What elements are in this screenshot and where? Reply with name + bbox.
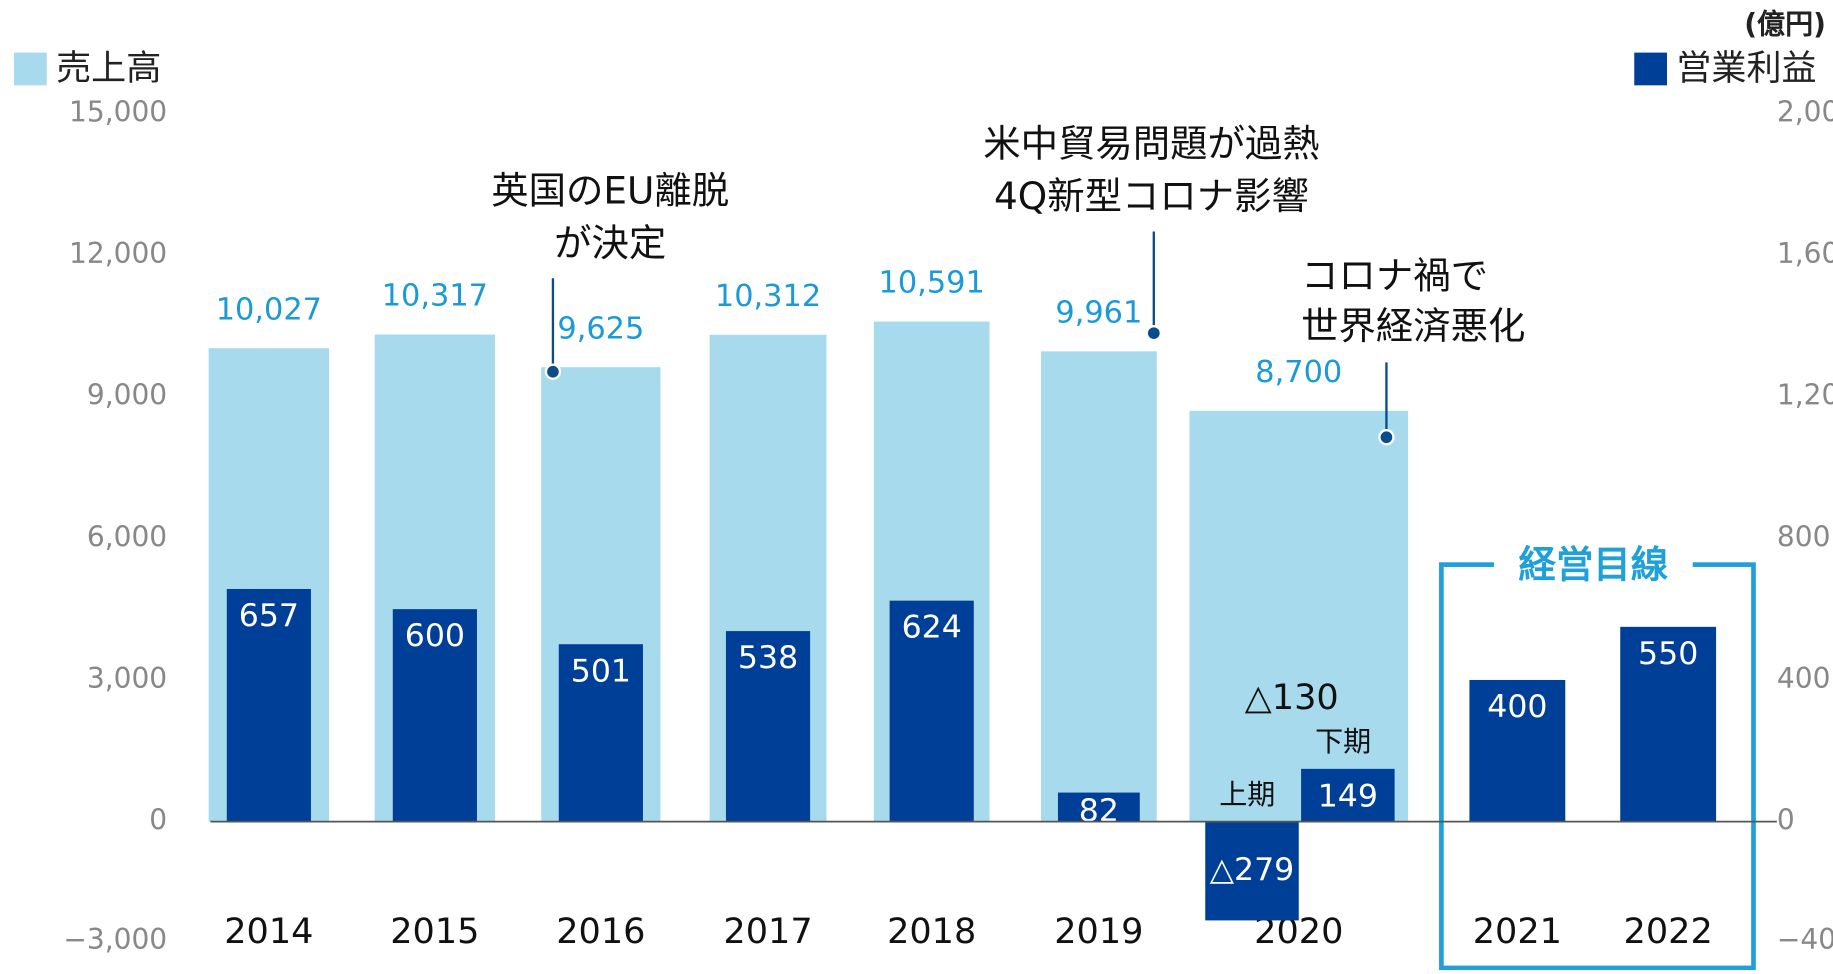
profit-bar (558, 644, 643, 822)
y2-tick-label: 400 (1777, 662, 1831, 695)
x-tick-label: 2021 (1473, 911, 1562, 952)
x-tick-label: 2017 (723, 911, 812, 952)
sales-value-label: 10,317 (382, 279, 488, 314)
y2-tick-label: 0 (1777, 804, 1795, 837)
y-tick-label: 12,000 (69, 237, 167, 270)
half-label: 上期 (1219, 778, 1275, 811)
sales-bar (1189, 410, 1409, 822)
unit-label: (億円) (1744, 8, 1826, 41)
y2-tick-label: −400 (1777, 923, 1833, 956)
profit-bar (226, 588, 311, 822)
target-box-label: 経営目線 (1519, 542, 1669, 586)
x-tick-label: 2018 (887, 911, 976, 952)
sales-value-label: 8,700 (1255, 355, 1342, 390)
y2-tick-label: 800 (1777, 520, 1831, 553)
legend-label: 売上高 (56, 48, 161, 89)
half-label: 下期 (1315, 725, 1371, 758)
sales-value-label: 10,027 (216, 292, 322, 327)
y2-tick-label: 1,200 (1777, 379, 1833, 412)
target-box-gap (1493, 542, 1693, 590)
legend-label: 営業利益 (1676, 48, 1816, 89)
profit-value-label: 550 (1638, 636, 1698, 672)
y-tick-label: 0 (149, 804, 167, 837)
annotation: コロナ禍で (1301, 254, 1488, 298)
y-tick-label: 15,000 (69, 95, 167, 128)
sales-value-label: 9,961 (1055, 295, 1142, 330)
x-tick-label: 2014 (224, 911, 313, 952)
profit-value-label: 501 (571, 653, 631, 689)
annotation: 4Q新型コロナ影響 (994, 174, 1309, 218)
x-tick-label: 2019 (1054, 911, 1143, 952)
annotation-dot (544, 363, 562, 380)
profit-bar (1620, 626, 1717, 822)
legend-swatch (14, 52, 47, 86)
x-tick-label: 2016 (556, 911, 645, 952)
y2-tick-label: 1,600 (1777, 237, 1833, 270)
sales-value-label: 9,625 (557, 311, 644, 346)
annotation-dot (1145, 324, 1162, 342)
profit-value-label: 624 (902, 610, 962, 646)
half-bar (1301, 768, 1395, 822)
total-value-label: △130 (1245, 677, 1339, 718)
profit-value-label: 82 (1079, 793, 1119, 829)
profit-bar (1057, 792, 1140, 822)
y-tick-label: 9,000 (87, 379, 167, 412)
annotation: 世界経済悪化 (1301, 304, 1525, 348)
annotation: が決定 (554, 221, 666, 265)
profit-value-label: 657 (239, 598, 299, 634)
x-tick-label: 2022 (1624, 911, 1713, 952)
half-value-label: 149 (1318, 779, 1378, 815)
profit-bar (1469, 679, 1566, 822)
profit-bar (725, 631, 811, 822)
half-bar (1205, 821, 1299, 921)
annotation: 英国のEU離脱 (491, 168, 729, 212)
half-value-label: △279 (1210, 852, 1294, 888)
sales-value-label: 10,591 (879, 266, 985, 301)
profit-bar (889, 600, 974, 822)
y-tick-label: 6,000 (87, 520, 167, 553)
profit-value-label: 600 (405, 618, 465, 654)
profit-value-label: 538 (738, 640, 798, 676)
chart-area: (億円) 経営目線 −3,000 0 3,000 6,000 9,000 12,000 15… (14, 8, 1833, 971)
y-tick-label: −3,000 (63, 923, 167, 956)
profit-bar (392, 609, 477, 822)
sales-bar (1040, 351, 1157, 822)
legend-swatch (1634, 52, 1667, 86)
annotation: 米中貿易問題が過熱 (983, 122, 1320, 166)
y-tick-label: 3,000 (87, 662, 167, 695)
annotation-dot (1378, 429, 1395, 446)
y2-tick-label: 2,000 (1777, 95, 1833, 128)
x-tick-label: 2015 (390, 911, 479, 952)
sales-value-label: 10,312 (715, 279, 821, 314)
profit-value-label: 400 (1487, 689, 1547, 725)
